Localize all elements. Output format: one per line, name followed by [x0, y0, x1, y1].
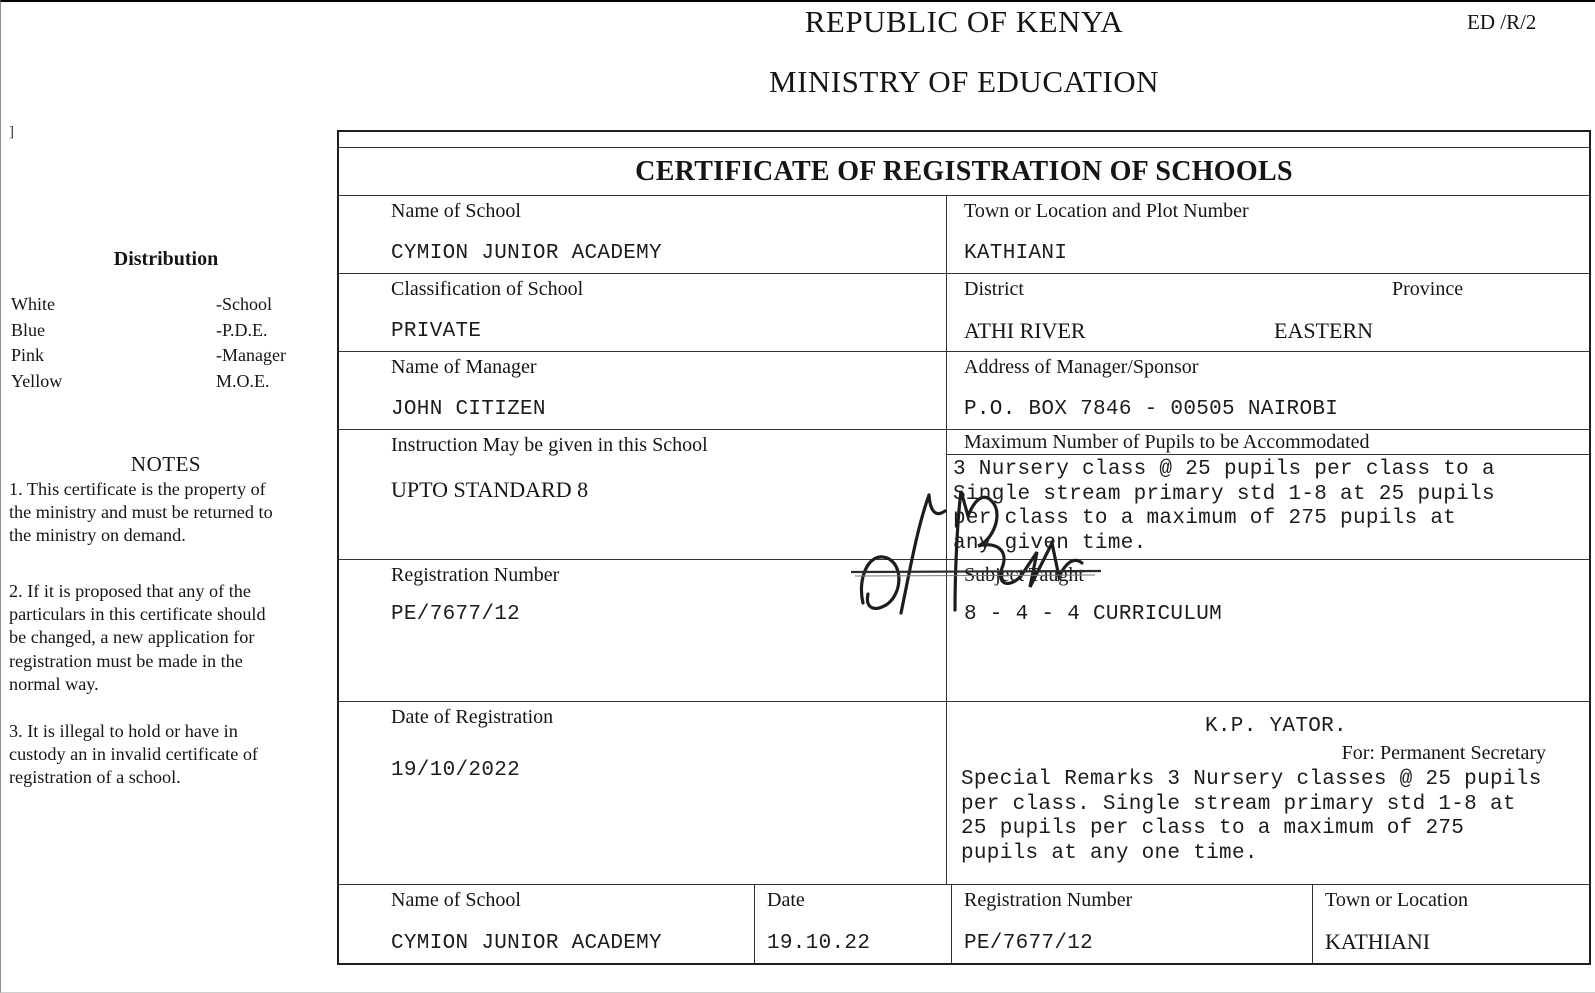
field-address-of-manager: Address of Manager/Sponsor P.O. BOX 7846… — [947, 352, 1589, 429]
field-date-of-registration: Date of Registration 19/10/2022 — [339, 702, 947, 884]
table-row: Registration Number PE/7677/12 Subject T… — [339, 560, 1589, 702]
note-1: 1. This certificate is the property of t… — [9, 479, 273, 546]
margin-mark: ] — [9, 124, 14, 140]
field-label: Town or Location and Plot Number — [964, 200, 1249, 222]
table-row: Date of Registration 19/10/2022 K.P. YAT… — [339, 702, 1589, 885]
field-value: PE/7677/12 — [964, 932, 1094, 955]
field-name-of-school: Name of School CYMION JUNIOR ACADEMY — [339, 196, 947, 273]
field-classification: Classification of School PRIVATE — [339, 274, 947, 351]
province-label: Province — [1392, 278, 1464, 300]
distribution-list: White -School Blue -P.D.E. Pink -Manager… — [1, 294, 331, 396]
field-label: Classification of School — [391, 278, 584, 300]
field-label: Registration Number — [964, 889, 1133, 911]
certificate-title-row: CERTIFICATE OF REGISTRATION OF SCHOOLS — [339, 148, 1589, 196]
counterfoil-name-of-school: Name of School CYMION JUNIOR ACADEMY — [339, 885, 755, 963]
counterfoil-row: Name of School CYMION JUNIOR ACADEMY Dat… — [339, 885, 1589, 963]
field-value: CYMION JUNIOR ACADEMY — [391, 932, 662, 955]
field-value: CYMION JUNIOR ACADEMY — [391, 242, 662, 265]
notes-title: NOTES — [130, 452, 202, 476]
field-value: 19.10.22 — [767, 932, 871, 955]
form-code: ED /R/2 — [1467, 10, 1537, 34]
field-value: KATHIANI — [1325, 929, 1431, 954]
counterfoil-date: Date 19.10.22 — [755, 885, 952, 963]
note-2: 2. If it is proposed that any of the par… — [9, 581, 266, 694]
distribution-recipient: -P.D.E. — [216, 319, 268, 340]
counterfoil-registration-number: Registration Number PE/7677/12 — [952, 885, 1313, 963]
field-label: Date — [767, 889, 805, 911]
distribution-item: Pink -Manager — [1, 345, 331, 371]
distribution-item: Blue -P.D.E. — [1, 320, 331, 346]
field-label: Name of Manager — [391, 356, 537, 378]
signatory-name: K.P. YATOR. — [1205, 715, 1347, 738]
field-town-location: Town or Location and Plot Number KATHIAN… — [947, 196, 1589, 273]
field-label: Registration Number — [391, 564, 560, 586]
field-label: Name of School — [391, 889, 521, 911]
distribution-color: Blue — [11, 319, 45, 340]
distribution-title: Distribution — [113, 248, 219, 270]
field-value: KATHIANI — [964, 242, 1068, 265]
district-label: District — [964, 278, 1024, 300]
field-value: 19/10/2022 — [391, 759, 521, 782]
field-district-province: District Province ATHI RIVER EASTERN — [947, 274, 1589, 351]
province-value: EASTERN — [1274, 318, 1373, 343]
field-instruction: Instruction May be given in this School … — [339, 430, 947, 559]
field-value: UPTO STANDARD 8 — [391, 477, 589, 502]
field-value: PE/7677/12 — [391, 603, 521, 626]
field-value: JOHN CITIZEN — [391, 398, 546, 421]
field-label: Maximum Number of Pupils to be Accommoda… — [947, 430, 1589, 455]
field-label: Address of Manager/Sponsor — [964, 356, 1199, 378]
table-row: Name of Manager JOHN CITIZEN Address of … — [339, 352, 1589, 430]
distribution-recipient: -Manager — [216, 345, 286, 365]
note-3: 3. It is illegal to hold or have in cust… — [9, 721, 258, 788]
field-value: 8 - 4 - 4 CURRICULUM — [964, 603, 1223, 626]
distribution-recipient: M.O.E. — [216, 370, 270, 391]
signature-and-remarks-cell: K.P. YATOR. For: Permanent Secretary Spe… — [947, 702, 1589, 884]
header-republic: REPUBLIC OF KENYA — [804, 4, 1124, 39]
distribution-item: White -School — [1, 294, 331, 320]
field-value: PRIVATE — [391, 320, 482, 343]
field-value: 3 Nursery class @ 25 pupils per class to… — [953, 458, 1495, 555]
district-value: ATHI RIVER — [964, 318, 1086, 343]
distribution-color: Pink — [11, 345, 45, 365]
table-row: Name of School CYMION JUNIOR ACADEMY Tow… — [339, 196, 1589, 274]
distribution-color: White — [11, 294, 55, 314]
header-ministry: MINISTRY OF EDUCATION — [769, 64, 1159, 99]
field-max-pupils: Maximum Number of Pupils to be Accommoda… — [947, 430, 1589, 559]
field-name-of-manager: Name of Manager JOHN CITIZEN — [339, 352, 947, 429]
field-value: P.O. BOX 7846 - 00505 NAIROBI — [964, 398, 1339, 421]
special-remarks: Special Remarks 3 Nursery classes @ 25 p… — [961, 768, 1542, 865]
field-label: Town or Location — [1325, 889, 1469, 911]
certificate-title: CERTIFICATE OF REGISTRATION OF SCHOOLS — [635, 155, 1293, 187]
spacer-row — [339, 132, 1589, 148]
field-label: Name of School — [391, 200, 521, 222]
counterfoil-town: Town or Location KATHIANI — [1313, 885, 1589, 963]
distribution-color: Yellow — [11, 370, 63, 391]
table-row: Instruction May be given in this School … — [339, 430, 1589, 560]
field-registration-number: Registration Number PE/7677/12 — [339, 560, 947, 701]
field-label: Instruction May be given in this School — [391, 434, 708, 456]
table-row: Classification of School PRIVATE Distric… — [339, 274, 1589, 352]
signature-for-line: For: Permanent Secretary — [1341, 742, 1546, 764]
field-label: Date of Registration — [391, 706, 554, 728]
signature-scribble — [849, 483, 1107, 631]
distribution-recipient: -School — [216, 294, 272, 314]
certificate-table: CERTIFICATE OF REGISTRATION OF SCHOOLS N… — [337, 130, 1591, 965]
distribution-item: Yellow M.O.E. — [1, 371, 331, 397]
